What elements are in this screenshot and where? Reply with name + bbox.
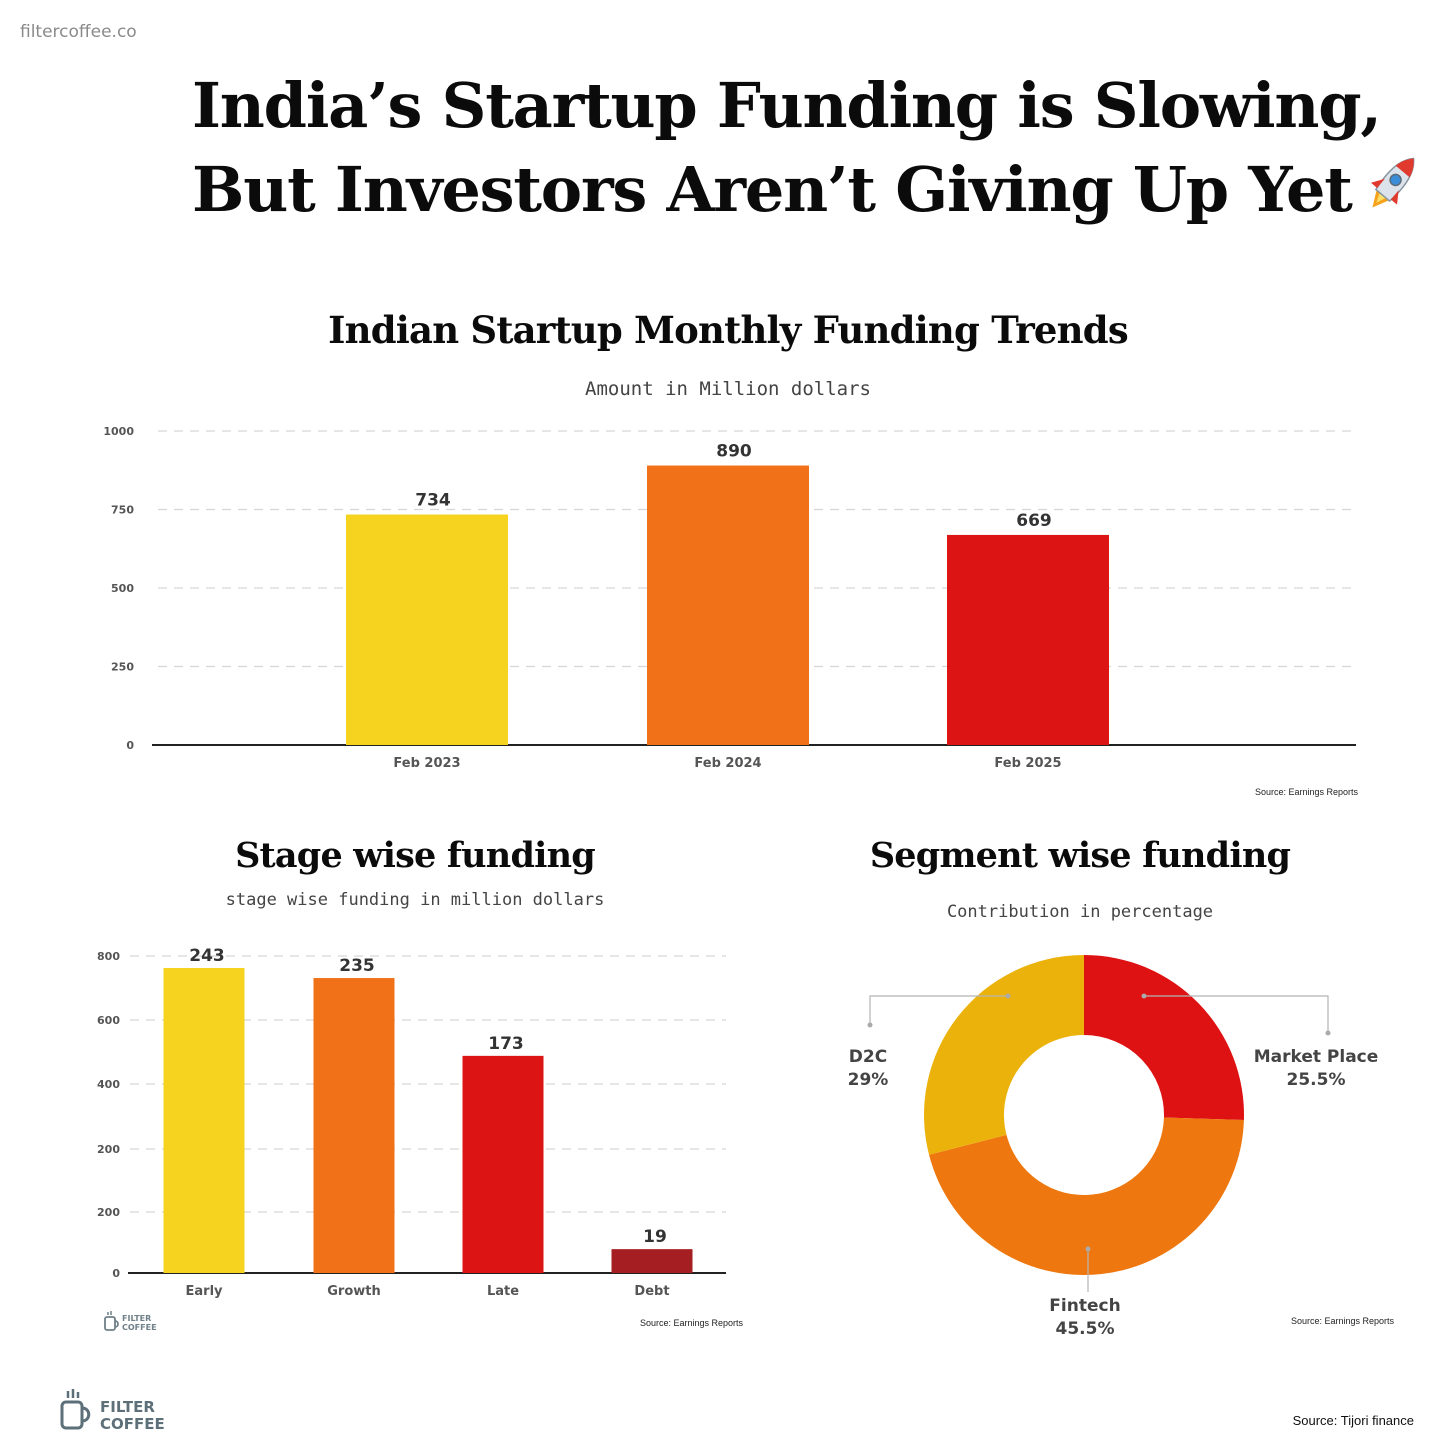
x-tick-label: Debt [634,1284,669,1299]
chart-subtitle-monthly: Amount in Million dollars [585,378,871,400]
filter-coffee-logo-small: FILTER COFFEE [104,1311,156,1332]
chart-source-monthly: Source: Earnings Reports [1254,787,1358,797]
x-tick-label: Feb 2024 [694,756,761,771]
chart-source-stage: Source: Earnings Reports [640,1318,744,1328]
y-tick-label: 200 [97,1143,120,1156]
data-label: 890 [716,442,752,462]
leader-dot [1141,993,1147,999]
page-title-line-2-text: But Investors Aren’t Giving Up Yet [192,153,1353,226]
page-title-line-1: India’s Startup Funding is Slowing, [192,69,1382,142]
y-tick-label: 500 [111,582,134,595]
leader-dot [1005,993,1011,999]
y-tick-label: 600 [97,1014,120,1027]
y-tick-label: 0 [112,1267,120,1280]
y-tick-label: 400 [97,1078,120,1091]
brand-url: filtercoffee.co [20,22,137,42]
leader-dot [867,1022,873,1028]
bar-feb-2023 [346,514,508,745]
leader-dot [1325,1030,1331,1036]
bar-early [163,968,245,1273]
logo-small-line-2: COFFEE [122,1323,156,1332]
chart-subtitle-segment: Contribution in percentage [946,902,1214,922]
leader-line [1144,995,1329,1033]
slice-label: Market Place [1254,1047,1379,1067]
chart-title-monthly: Indian Startup Monthly Funding Trends [328,308,1129,352]
slice-value: 45.5% [1056,1319,1115,1339]
data-label: 669 [1016,511,1052,531]
bar-feb-2024 [647,465,809,745]
data-label: 235 [339,956,375,976]
data-label: 19 [643,1227,667,1247]
x-tick-label: Feb 2023 [393,756,460,771]
bar-late [462,1055,544,1273]
slice-value: 25.5% [1287,1070,1346,1090]
chart-stage-funding: 800 600 400 200 200 0 243 Early 235 Growth 173 Late… [97,946,726,1299]
leader-line [869,995,1008,1025]
x-tick-label: Late [487,1284,519,1299]
chart-title-stage: Stage wise funding [235,835,596,876]
x-tick-label: Early [186,1284,224,1299]
page-title: India’s Startup Funding is Slowing, But … [192,64,1414,232]
leader-dot [1085,1246,1091,1252]
donut-slice-market-place [1084,955,1244,1121]
y-tick-label: 800 [97,950,120,963]
chart-segment-funding: Market Place 25.5% Fintech 45.5% D2C 29% [848,955,1379,1339]
chart-title-segment: Segment wise funding [869,835,1291,876]
data-label: 243 [189,946,225,966]
chart-source-segment: Source: Earnings Reports [1290,1316,1394,1326]
y-tick-label: 200 [97,1206,120,1219]
slice-label: Fintech [1049,1296,1120,1316]
chart-subtitle-stage: stage wise funding in million dollars [225,890,605,910]
logo-line-1: FILTER [100,1398,155,1416]
x-tick-label: Growth [327,1284,381,1299]
y-tick-label: 250 [111,661,134,674]
footer-source: Source: Tijori finance [1292,1413,1414,1428]
bar-growth [313,978,395,1273]
bar-feb-2025 [947,534,1109,745]
data-label: 734 [415,491,451,511]
x-tick-label: Feb 2025 [994,756,1061,771]
donut-slice-d2c [924,955,1084,1155]
rocket-icon [1370,157,1414,208]
donut-slice-fintech [929,1117,1244,1275]
y-tick-label: 750 [111,504,134,517]
data-label: 173 [488,1034,524,1054]
page-title-line-2: But Investors Aren’t Giving Up Yet [192,148,1414,232]
logo-small-line-1: FILTER [122,1314,151,1323]
filter-coffee-logo: FILTER COFFEE [60,1389,165,1432]
slice-value: 29% [848,1070,889,1090]
bar-debt [611,1249,693,1273]
y-tick-label: 1000 [103,425,134,438]
logo-line-2: COFFEE [100,1415,165,1432]
y-tick-label: 0 [126,739,134,752]
chart-monthly-funding: 1000 750 500 250 0 734 Feb 2023 890 Feb 2024 669 F… [103,425,1356,771]
slice-label: D2C [849,1047,887,1067]
